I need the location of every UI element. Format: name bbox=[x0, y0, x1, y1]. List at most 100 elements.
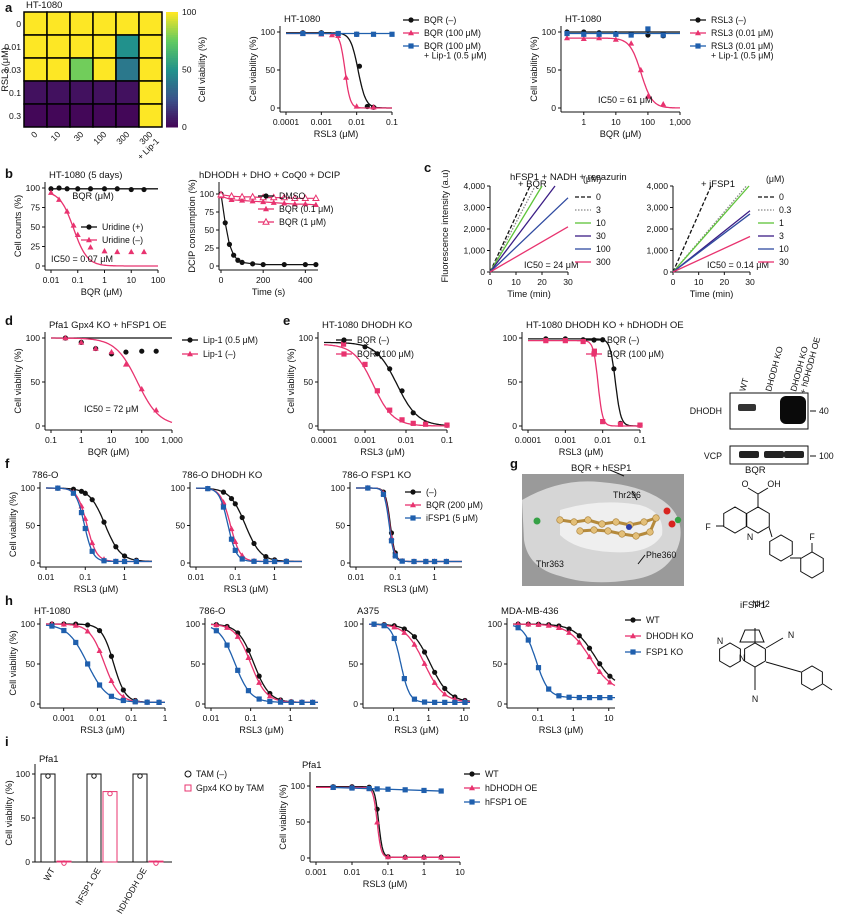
data-point bbox=[226, 241, 233, 247]
pointer bbox=[637, 554, 646, 565]
legend-label: BQR (100 μM) + Lip-1 (0.5 μM) bbox=[424, 41, 487, 61]
panel-label: a bbox=[5, 0, 13, 15]
data-point bbox=[232, 547, 238, 553]
x-tick-label: 0.1 bbox=[45, 435, 57, 445]
x-tick-label: 0.01 bbox=[594, 435, 611, 445]
blot-band bbox=[784, 451, 804, 458]
atom-label: N bbox=[788, 630, 794, 640]
legend-marker bbox=[591, 351, 597, 357]
data-point bbox=[290, 194, 299, 202]
atom-label: O bbox=[742, 479, 749, 489]
legend-marker bbox=[630, 632, 636, 639]
x-axis-label: Time (min) bbox=[507, 289, 551, 299]
y-tick-label: 25 bbox=[204, 243, 214, 253]
legend-marker bbox=[262, 217, 270, 225]
data-point bbox=[267, 698, 273, 705]
data-point bbox=[421, 699, 428, 705]
x-tick-label: 20 bbox=[720, 277, 730, 287]
x-tick-label: 0.1 bbox=[532, 713, 544, 723]
data-point bbox=[49, 623, 55, 629]
heatmap-cell bbox=[46, 34, 71, 59]
data-point bbox=[139, 348, 145, 354]
x-tick-label: 200 bbox=[256, 275, 271, 285]
group-label: hFSP1 OE bbox=[74, 866, 103, 907]
y-tick-label: 0 bbox=[25, 857, 30, 867]
heatmap-cell bbox=[23, 34, 48, 59]
data-point bbox=[370, 104, 377, 110]
y-tick-label: 0 bbox=[30, 699, 35, 709]
fluorine-atom bbox=[533, 517, 541, 525]
bar-dot bbox=[61, 860, 67, 866]
data-point bbox=[266, 692, 273, 699]
atom-label: N bbox=[739, 653, 745, 663]
heatmap-y-label: RSL3 (μM) bbox=[0, 47, 10, 92]
data-point bbox=[389, 31, 395, 37]
data-point bbox=[82, 490, 88, 496]
data-point bbox=[385, 853, 391, 860]
data-point bbox=[228, 525, 235, 532]
data-point bbox=[56, 185, 62, 191]
plot: 0 50 100 0.0001 0.001 0.01 0.1 RSL3 (μM) Cell vi… bbox=[248, 14, 487, 139]
data-point bbox=[421, 660, 428, 666]
legend-marker bbox=[187, 350, 193, 357]
data-point bbox=[586, 653, 593, 660]
data-point bbox=[410, 420, 416, 426]
legend-marker bbox=[341, 351, 347, 357]
colorbar-tick: 50 bbox=[182, 65, 192, 75]
legend-unit: (μM) bbox=[583, 174, 601, 184]
data-point bbox=[122, 361, 129, 367]
colorbar-segment bbox=[166, 76, 178, 80]
fit-curve bbox=[286, 32, 392, 109]
data-point bbox=[401, 629, 408, 635]
heatmap-cell bbox=[23, 103, 48, 128]
x-tick-label: 0.1 bbox=[388, 713, 400, 723]
x-tick-label: 0.001 bbox=[311, 117, 333, 127]
data-point bbox=[374, 351, 380, 357]
legend-marker bbox=[184, 770, 192, 778]
data-point bbox=[421, 649, 428, 655]
data-point bbox=[576, 633, 582, 639]
legend-label: WT bbox=[646, 615, 660, 625]
data-point bbox=[443, 558, 449, 565]
rate-line bbox=[672, 235, 751, 273]
ligand-atom bbox=[570, 518, 578, 526]
y-tick-label: 0 bbox=[35, 421, 40, 431]
bond bbox=[757, 487, 769, 495]
heatmap-col-label: 0 bbox=[29, 129, 40, 140]
data-point bbox=[78, 339, 85, 345]
colorbar-segment bbox=[166, 99, 178, 103]
data-point bbox=[606, 679, 613, 685]
x-tick-label: 1,000 bbox=[161, 435, 183, 445]
data-point bbox=[251, 540, 257, 547]
y-tick-label: 100 bbox=[344, 619, 359, 629]
colorbar-segment bbox=[166, 104, 178, 107]
heatmap-col-label: 30 bbox=[72, 129, 86, 143]
heatmap-cell bbox=[23, 57, 48, 82]
panel-label: i bbox=[5, 734, 9, 749]
data-point bbox=[660, 32, 666, 38]
panel-label: h bbox=[5, 593, 13, 608]
data-point bbox=[586, 645, 593, 651]
data-point bbox=[366, 786, 372, 792]
atom-label: N bbox=[717, 636, 723, 646]
heatmap-row-label: 0.01 bbox=[4, 42, 21, 52]
heatmap-cell bbox=[92, 103, 117, 128]
data-point bbox=[224, 642, 230, 648]
ligand-atom bbox=[604, 527, 612, 535]
heatmap-cell bbox=[46, 80, 71, 105]
data-point bbox=[374, 786, 380, 792]
ring bbox=[723, 506, 747, 534]
y-tick-label: 100 bbox=[21, 619, 36, 629]
data-point bbox=[431, 679, 438, 685]
data-point bbox=[239, 556, 245, 562]
legend-marker bbox=[263, 193, 269, 199]
legend-marker bbox=[410, 489, 416, 495]
legend-label: DHODH KO bbox=[646, 631, 694, 641]
data-point bbox=[153, 348, 159, 354]
heatmap-cell bbox=[69, 57, 94, 82]
legend-marker bbox=[86, 236, 92, 243]
legend-label: FSP1 KO bbox=[646, 647, 683, 657]
data-point bbox=[231, 252, 237, 258]
data-point bbox=[576, 694, 582, 701]
